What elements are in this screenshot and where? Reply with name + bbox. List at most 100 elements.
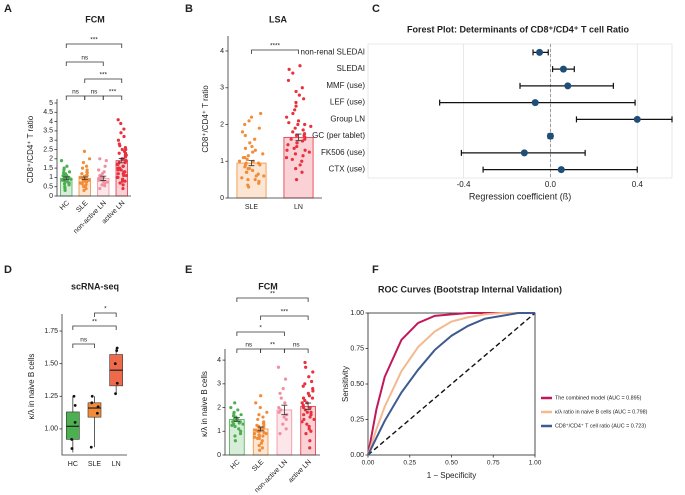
data-point [229, 405, 233, 410]
x-tick-label: LN [112, 461, 121, 468]
chart-title: LSA [269, 14, 288, 24]
chart-title: ROC Curves (Bootstrap Internal Validatio… [378, 284, 562, 294]
data-point [246, 183, 250, 187]
data-point [301, 384, 305, 388]
significance-label: ns [91, 89, 99, 96]
data-point [241, 422, 245, 426]
data-point [238, 432, 243, 436]
data-point [308, 446, 312, 450]
data-point [294, 100, 298, 105]
data-point [285, 148, 289, 152]
confidence-interval [575, 116, 673, 123]
data-point [115, 349, 119, 353]
data-point [256, 417, 260, 422]
significance-label: *** [281, 309, 289, 316]
data-point [245, 170, 249, 174]
data-point [121, 183, 125, 187]
data-point [261, 434, 265, 438]
data-point [122, 134, 126, 139]
data-point [84, 183, 88, 187]
data-point [284, 155, 289, 160]
data-point [97, 168, 101, 172]
data-point [233, 424, 237, 429]
significance-bracket [65, 61, 104, 66]
significance-bracket [94, 312, 117, 317]
data-point [301, 154, 305, 158]
data-point [66, 180, 70, 184]
data-point [98, 157, 102, 161]
y-tick-label: 3 [49, 137, 53, 144]
bar [283, 136, 314, 199]
significance-label: *** [109, 89, 117, 96]
y-tick-label: 0.00 [350, 452, 364, 459]
y-tick-label: 5 [49, 100, 53, 107]
data-point [116, 118, 120, 122]
data-point [122, 127, 126, 131]
error-bar [305, 402, 312, 411]
data-point [307, 427, 311, 431]
data-point [294, 104, 298, 108]
data-point [124, 159, 128, 163]
y-tick-label: 0 [49, 193, 53, 200]
y-tick-label: 4.5 [43, 109, 53, 116]
data-point [293, 152, 298, 156]
significance-label: ** [92, 319, 98, 326]
data-point [300, 401, 304, 405]
y-tick-label: MMF (use) [326, 81, 365, 90]
data-point [301, 405, 306, 410]
data-point [307, 424, 311, 429]
panel-label: A [4, 3, 12, 15]
significance-bracket [251, 49, 299, 54]
significance-label: ** [270, 291, 276, 298]
data-point [286, 78, 291, 83]
reference-line [367, 312, 536, 456]
data-point [312, 417, 316, 422]
significance-label: ns [245, 342, 253, 349]
data-point [276, 365, 281, 369]
data-point [303, 382, 307, 386]
data-point [70, 447, 74, 450]
data-point [284, 417, 288, 422]
data-point [250, 144, 254, 149]
error-bar [257, 426, 264, 432]
data-point [84, 164, 89, 168]
data-point [98, 186, 102, 191]
x-tick-label: active LN [287, 459, 313, 485]
panel-label: B [185, 3, 193, 15]
significance-bracket [283, 348, 309, 353]
data-point [309, 429, 313, 433]
legend-label: CD8⁺/CD4⁺ T cell ratio (AUC = 0.723) [555, 423, 646, 429]
data-point [253, 148, 257, 152]
x-tick-label: -0.4 [457, 180, 471, 189]
data-point [251, 168, 255, 173]
data-point [261, 152, 265, 156]
estimate-point [520, 149, 528, 157]
y-tick-label: 0.25 [350, 416, 364, 423]
data-point [246, 178, 250, 182]
y-axis-label: κ/λ in naive B cells [200, 371, 209, 437]
data-point [257, 436, 261, 440]
y-tick-label: 1.75 [44, 328, 58, 335]
data-point [238, 420, 242, 424]
data-point [298, 163, 302, 167]
data-point [300, 170, 304, 174]
y-tick-label: 1.00 [44, 426, 58, 433]
data-point [62, 182, 67, 186]
data-point [256, 172, 260, 176]
data-point [308, 439, 312, 443]
data-point [262, 174, 266, 178]
data-point [294, 89, 298, 94]
x-axis-label: 1 − Specificity [427, 471, 477, 480]
data-point [62, 166, 66, 170]
significance-bracket [72, 325, 117, 330]
y-tick-label: 1.5 [43, 165, 53, 172]
chart-title: FCM [258, 281, 278, 291]
data-point [62, 177, 66, 181]
data-point [286, 143, 290, 147]
data-point [61, 173, 65, 178]
data-point [82, 149, 87, 153]
axis-line [227, 36, 322, 199]
y-tick-label: Group LN [330, 114, 365, 123]
error-bar [248, 160, 255, 167]
data-point [59, 159, 64, 163]
